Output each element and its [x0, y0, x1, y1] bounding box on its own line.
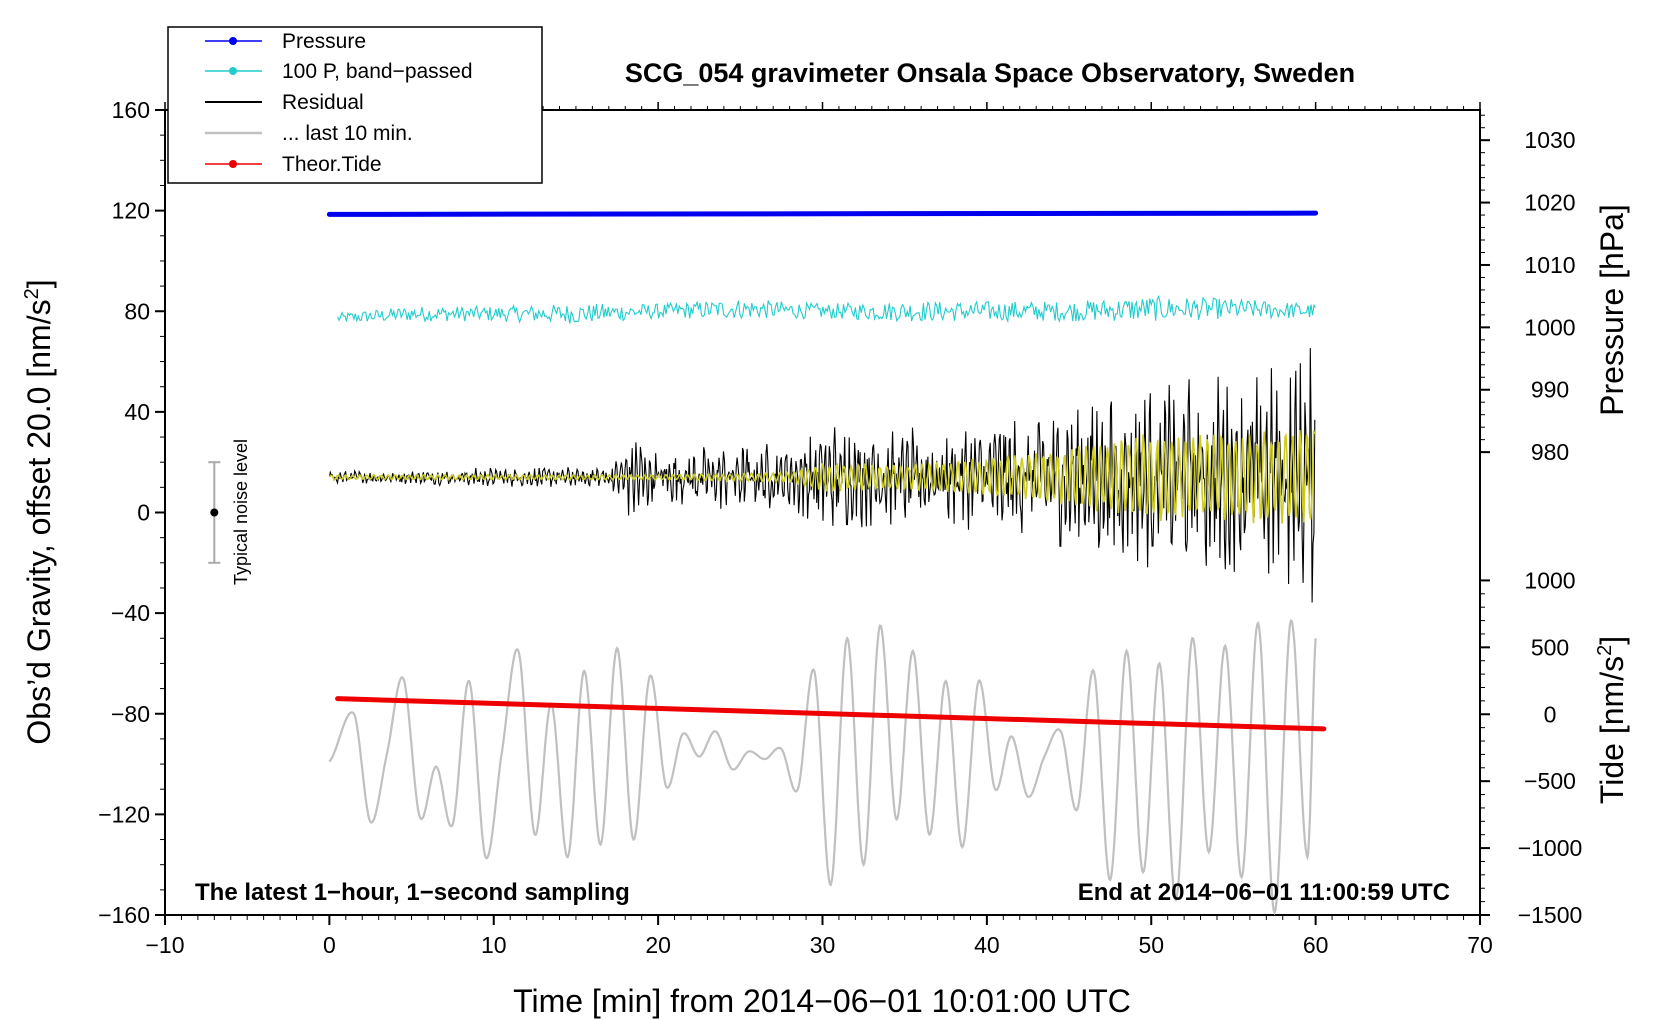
y-tick-label: −160	[98, 902, 150, 928]
tide-axis-label-sup: 2	[1594, 645, 1616, 656]
y-tick-label: 160	[112, 97, 150, 123]
y-tick-label: 120	[112, 198, 150, 224]
annotation-left: The latest 1−hour, 1−second sampling	[195, 879, 630, 906]
y-axis-label: Obs’d Gravity, offset 20.0 [nm/s2]	[21, 279, 57, 744]
x-tick-label: 30	[810, 932, 836, 958]
series-residual-smoothed	[328, 429, 1316, 524]
y-tick-label: 80	[124, 298, 150, 324]
axis-layer: −10 0 10 20 30 40 50 60 70−160−120−80−4004080120…	[98, 97, 1582, 958]
x-tick-label: 10	[481, 932, 507, 958]
y-axis-label-sup: 2	[21, 288, 43, 299]
pressure-tick-label: 990	[1531, 377, 1569, 403]
tide-tick-label: 1000	[1524, 567, 1575, 593]
y-tick-label: −80	[111, 701, 150, 727]
legend-label-bandpassed: 100 P, band−passed	[282, 60, 473, 83]
pressure-axis-label: Pressure [hPa]	[1594, 204, 1630, 416]
pressure-tick-label: 980	[1531, 439, 1569, 465]
chart-title: SCG_054 gravimeter Onsala Space Observat…	[625, 58, 1355, 88]
y-tick-label: 0	[137, 500, 150, 526]
x-tick-label: 40	[974, 932, 1000, 958]
tide-axis-label-close: ]	[1594, 636, 1630, 645]
tide-tick-label: −1500	[1518, 902, 1583, 928]
legend-label-last10: ... last 10 min.	[282, 122, 413, 145]
x-tick-label: −10	[145, 932, 184, 958]
y-axis-label-main: Obs’d Gravity, offset 20.0 [nm/s	[21, 299, 57, 744]
legend-label-residual: Residual	[282, 91, 364, 114]
legend-marker-tide	[229, 160, 237, 168]
y-axis-label-close: ]	[21, 279, 57, 288]
legend-marker-pressure	[229, 37, 237, 45]
legend-box	[167, 26, 543, 184]
annotation-right: End at 2014−06−01 11:00:59 UTC	[1078, 879, 1450, 906]
tide-axis-label-main: Tide [nm/s	[1594, 656, 1630, 804]
y-tick-label: −120	[98, 801, 150, 827]
series-last-10-min	[328, 619, 1317, 916]
plot-area: −10 0 10 20 30 40 50 60 70−160−120−80−4004080120…	[98, 97, 1582, 958]
noise-center-dot	[210, 508, 219, 517]
noise-label: Typical noise level	[231, 439, 251, 585]
series-pressure	[326, 210, 1319, 217]
tide-tick-label: −500	[1524, 768, 1576, 794]
tide-tick-label: 0	[1544, 701, 1557, 727]
noise-level-indicator: Typical noise level	[208, 439, 251, 585]
x-tick-label: 70	[1467, 932, 1493, 958]
x-tick-label: 60	[1303, 932, 1329, 958]
legend-item-bandpassed: 100 P, band−passed	[205, 60, 473, 83]
series-band-passed	[337, 294, 1316, 324]
pressure-tick-label: 1030	[1524, 127, 1575, 153]
legend-item-last10: ... last 10 min.	[205, 122, 413, 145]
x-tick-label: 0	[323, 932, 336, 958]
x-axis-label: Time [min] from 2014−06−01 10:01:00 UTC	[513, 983, 1131, 1019]
legend-label-tide: Theor.Tide	[282, 153, 382, 176]
series-layer	[326, 210, 1327, 916]
x-tick-label: 50	[1138, 932, 1164, 958]
y-tick-label: 40	[124, 399, 150, 425]
series-residual	[328, 348, 1316, 603]
tide-axis-label: Tide [nm/s2]	[1594, 636, 1630, 804]
series-theoretical-tide	[335, 696, 1327, 732]
legend-item-pressure: Pressure	[205, 30, 366, 53]
y-tick-label: −40	[111, 600, 150, 626]
legend-label-pressure: Pressure	[282, 30, 366, 53]
tide-tick-label: −1000	[1518, 835, 1583, 861]
tide-tick-label: 500	[1531, 634, 1569, 660]
pressure-tick-label: 1010	[1524, 252, 1575, 278]
legend: Pressure 100 P, band−passed Residual ...…	[167, 26, 543, 184]
legend-item-tide: Theor.Tide	[205, 153, 382, 176]
pressure-tick-label: 1020	[1524, 190, 1575, 216]
pressure-tick-label: 1000	[1524, 314, 1575, 340]
x-tick-label: 20	[645, 932, 671, 958]
legend-item-residual: Residual	[205, 91, 364, 114]
legend-marker-bandpassed	[229, 67, 237, 75]
